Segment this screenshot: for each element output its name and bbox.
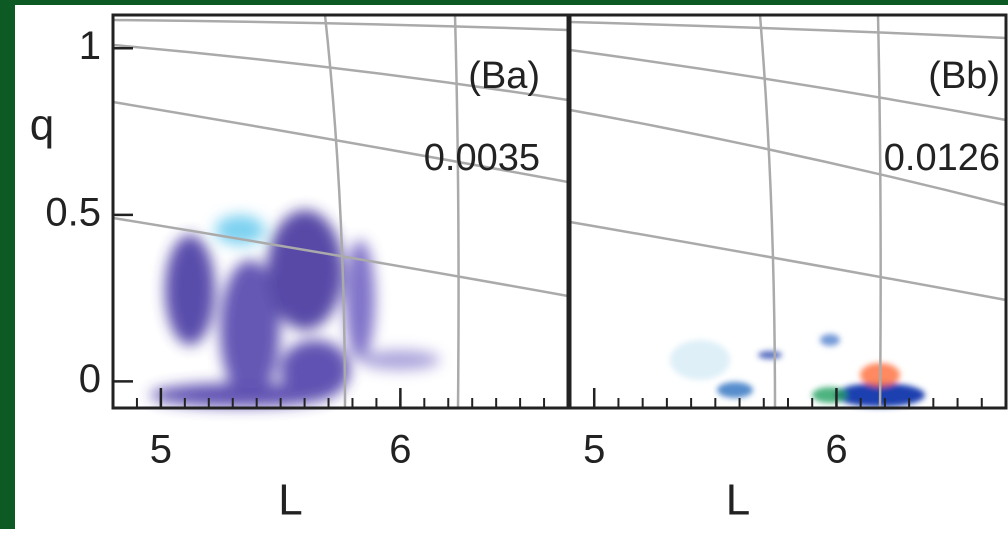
- contour-lines: [112, 14, 1007, 409]
- y-axis-label: q: [30, 101, 54, 150]
- annotation: (Ba): [468, 55, 540, 97]
- annotation: 0.0126: [884, 137, 1000, 179]
- panel-frame: [111, 13, 570, 410]
- y-tick-label: 0.5: [45, 190, 101, 234]
- y-tick-label: 1: [79, 24, 101, 68]
- x-tick-label: 5: [583, 428, 605, 472]
- x-tick-label: 6: [825, 428, 847, 472]
- annotation: 0.0035: [424, 137, 540, 179]
- intensity-panel-a: [150, 210, 440, 407]
- y-tick-label: 0: [79, 357, 101, 401]
- x-axis-label: L: [278, 476, 302, 525]
- intensity-panel-b: [670, 334, 925, 407]
- x-tick-label: 5: [150, 428, 172, 472]
- x-tick-label: 6: [389, 428, 411, 472]
- annotation: (Bb): [928, 55, 1000, 97]
- x-axis-label: L: [726, 476, 750, 525]
